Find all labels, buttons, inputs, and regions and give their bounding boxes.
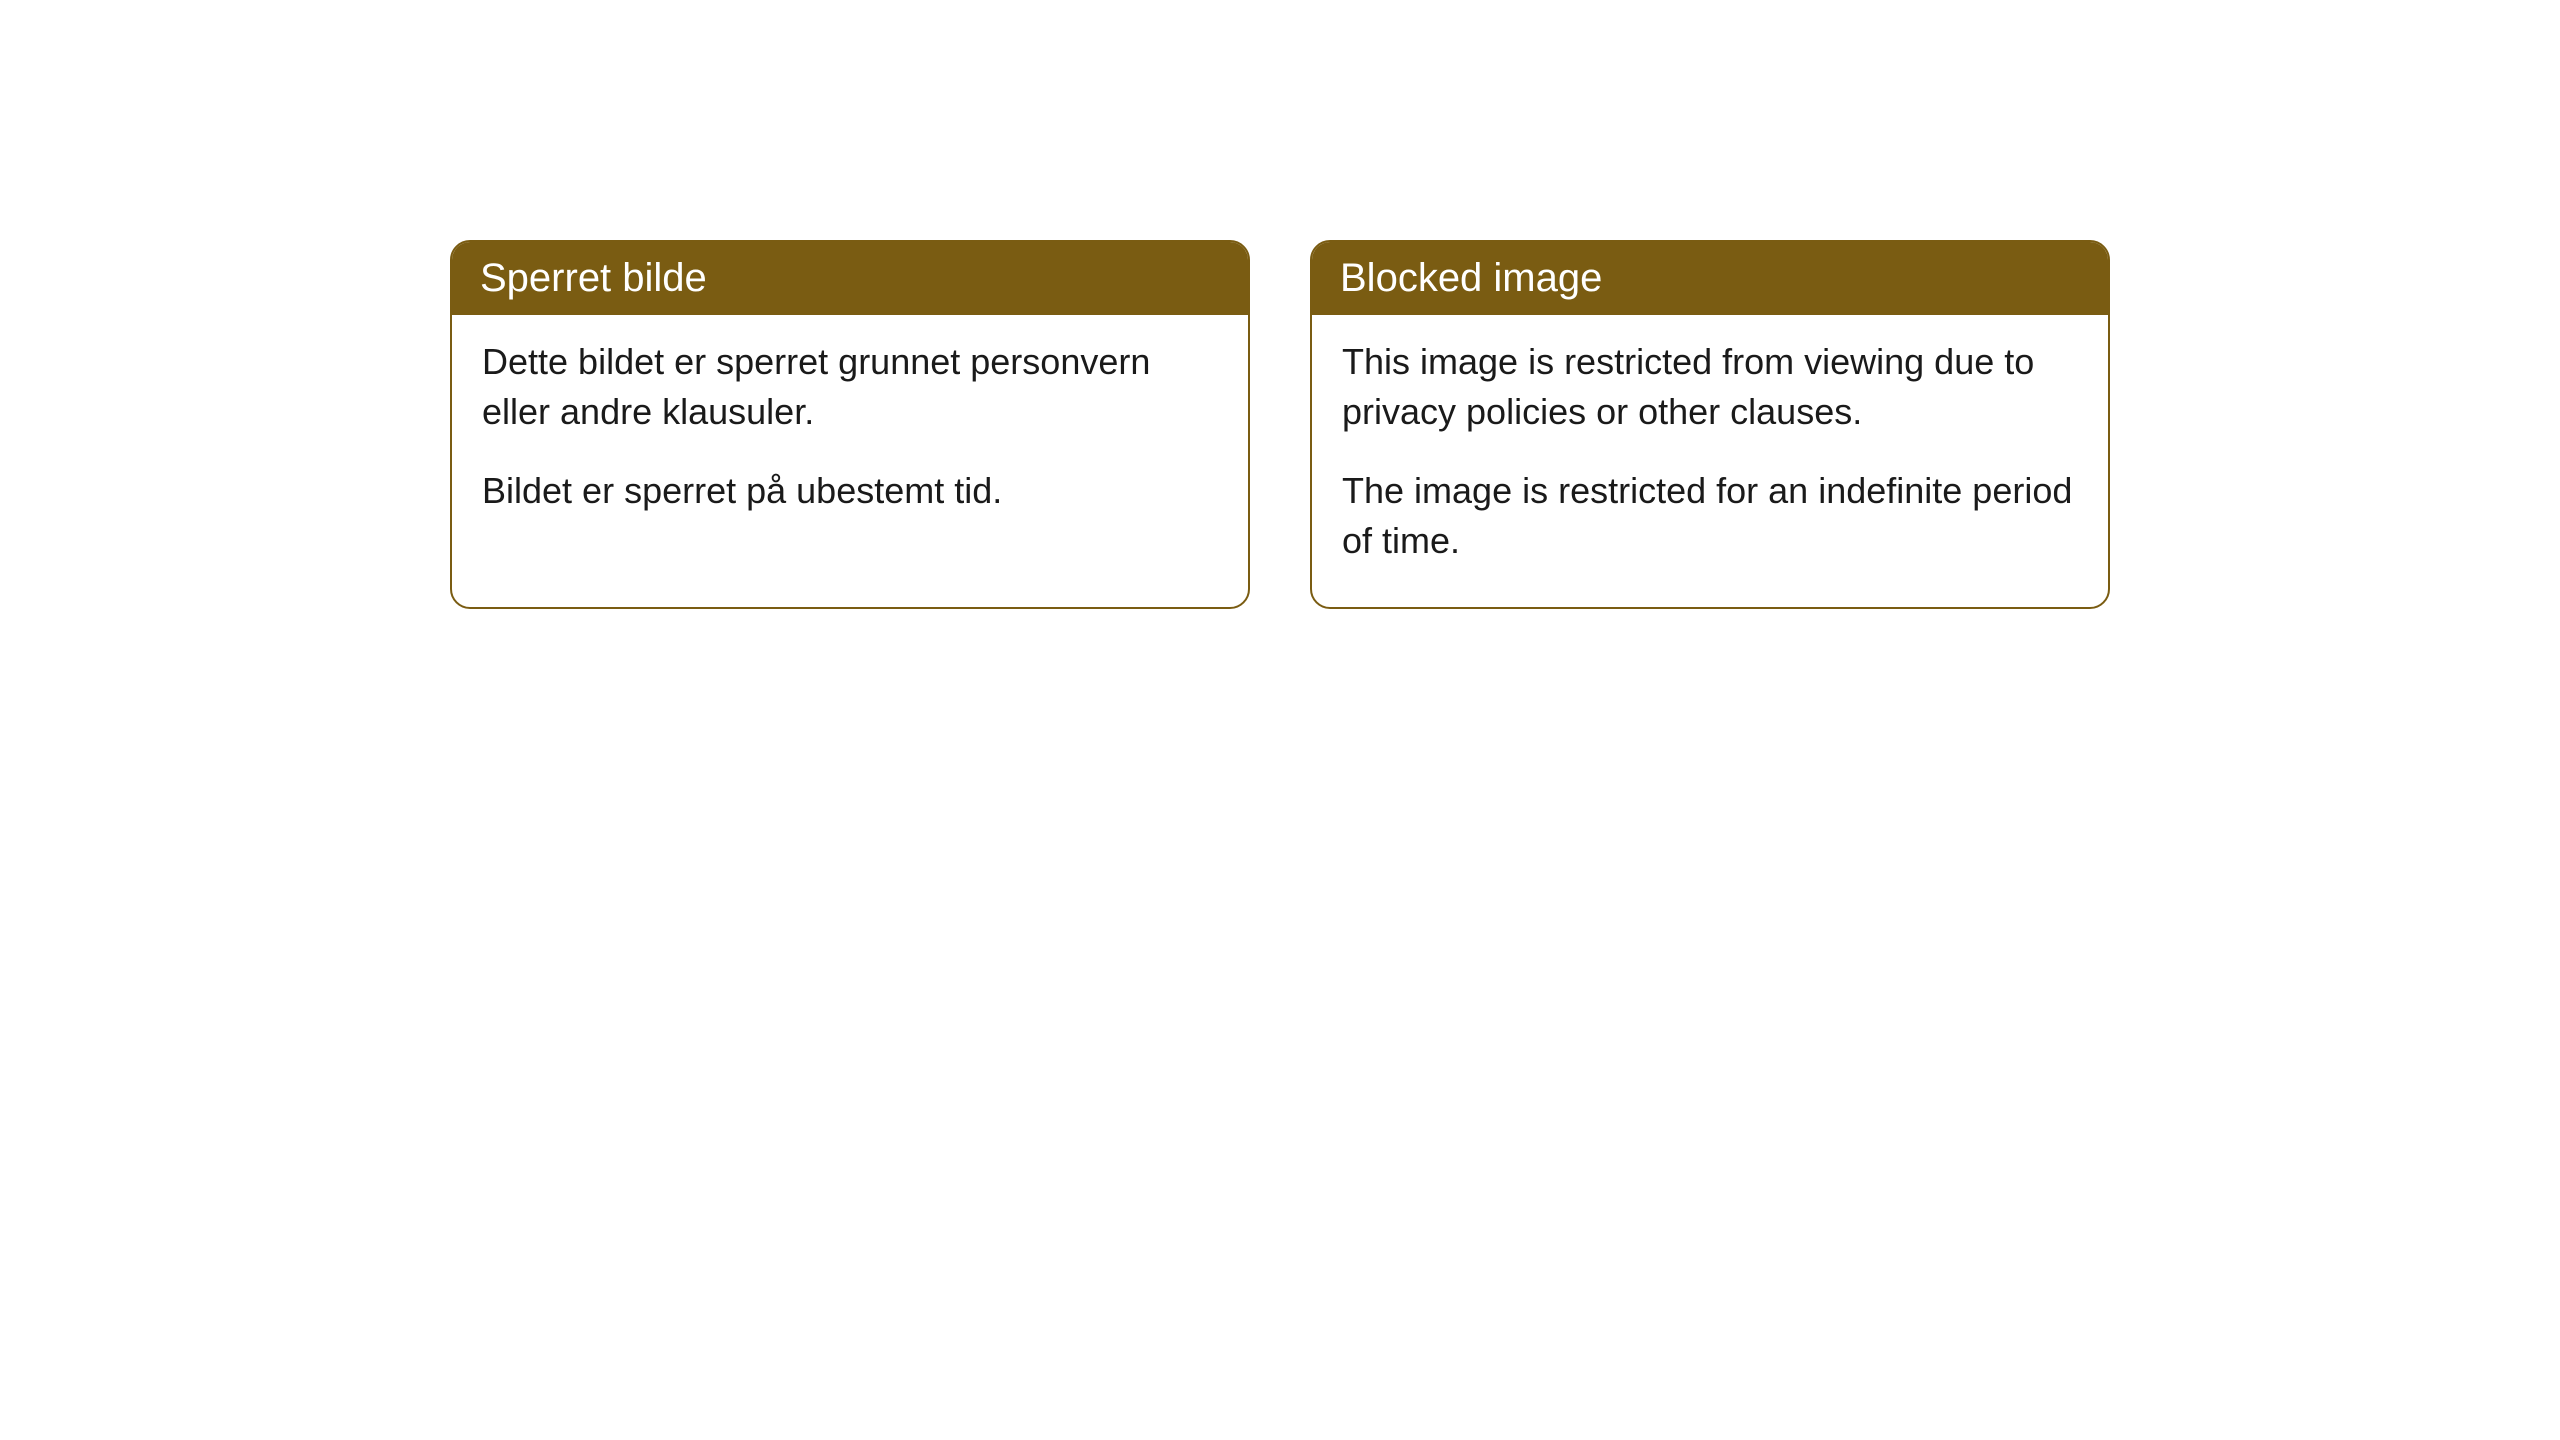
card-paragraph: Bildet er sperret på ubestemt tid. xyxy=(482,466,1218,516)
card-body: This image is restricted from viewing du… xyxy=(1312,315,2108,607)
card-paragraph: The image is restricted for an indefinit… xyxy=(1342,466,2078,567)
card-body: Dette bildet er sperret grunnet personve… xyxy=(452,315,1248,556)
card-paragraph: This image is restricted from viewing du… xyxy=(1342,337,2078,438)
notice-card-norwegian: Sperret bilde Dette bildet er sperret gr… xyxy=(450,240,1250,609)
notice-container: Sperret bilde Dette bildet er sperret gr… xyxy=(450,240,2110,609)
card-paragraph: Dette bildet er sperret grunnet personve… xyxy=(482,337,1218,438)
notice-card-english: Blocked image This image is restricted f… xyxy=(1310,240,2110,609)
card-title: Sperret bilde xyxy=(480,256,707,300)
card-header: Sperret bilde xyxy=(452,242,1248,315)
card-title: Blocked image xyxy=(1340,256,1602,300)
card-header: Blocked image xyxy=(1312,242,2108,315)
